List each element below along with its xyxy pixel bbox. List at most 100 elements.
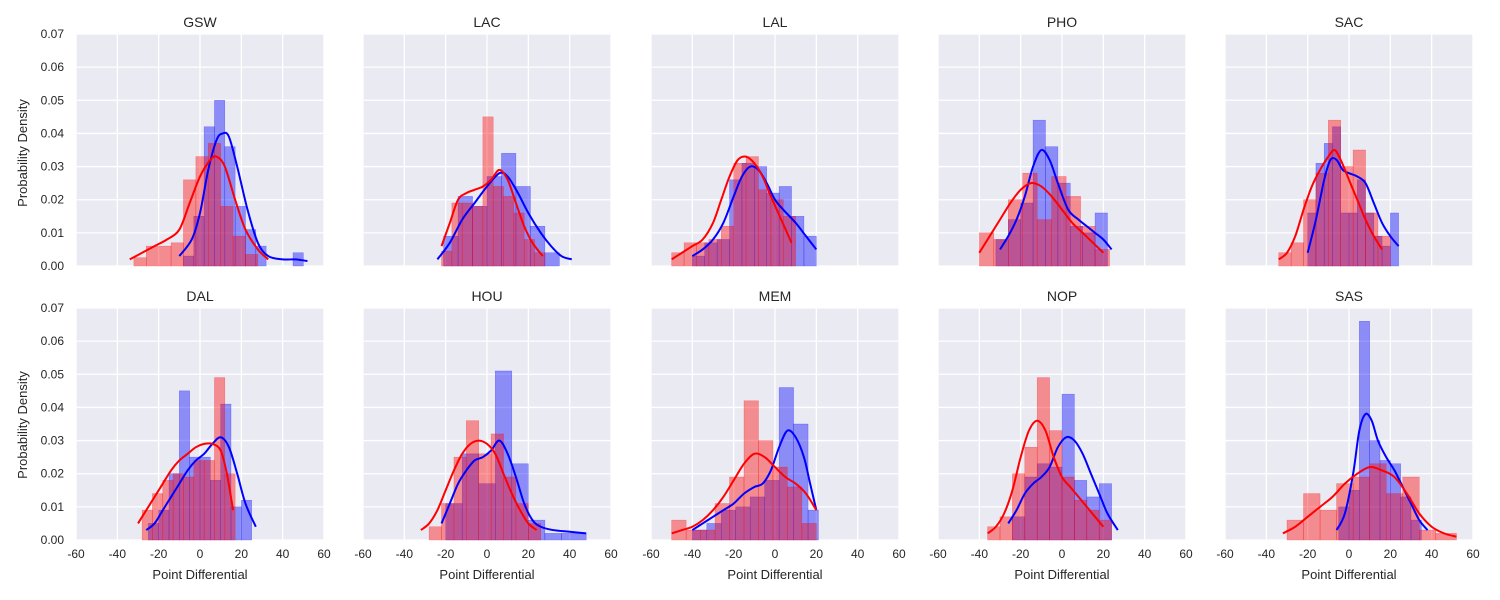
hist-bar-blue [749,496,765,541]
hist-bar-red [478,453,492,541]
x-axis-label: Point Differential [1301,567,1396,582]
hist-bar-blue [1323,143,1333,267]
hist-bar-red [1369,463,1387,541]
hist-bar-blue [1086,496,1100,541]
x-tick-label: -60 [354,547,372,561]
hist-bar-red [1352,476,1370,541]
hist-bar-blue [199,456,211,541]
x-tick-label: 40 [851,547,865,561]
x-tick-label: 60 [317,547,331,561]
panel-pho: PHO [937,14,1187,267]
hist-bar-blue [561,533,587,541]
x-tick-label: -40 [971,547,989,561]
hist-bar-red [193,460,205,541]
x-tick-label: -40 [1258,547,1276,561]
hist-bar-blue [210,480,221,541]
hist-bar-blue [1315,163,1325,267]
hist-bar-red [1094,249,1110,267]
hist-bar-blue [741,163,755,267]
hist-bar-blue [179,390,190,541]
x-tick-label: -60 [929,547,947,561]
hist-bar-red [1319,509,1337,541]
hist-bar-red [170,242,184,267]
hist-bar-blue [1049,466,1063,541]
hist-bar-red [133,257,147,267]
x-tick-label: -20 [437,547,455,561]
y-tick-label: 0.04 [41,126,65,140]
hist-bar-red [979,232,995,267]
hist-bar-red [801,523,817,541]
x-tick-label: 40 [563,547,577,561]
hist-bar-red [721,225,734,267]
hist-bar-red [758,440,774,541]
hist-bar-red [993,239,1009,267]
hist-bar-blue [1061,393,1075,541]
hist-bar-red [1286,519,1304,541]
kde-line-red [986,419,1105,535]
hist-bar-blue [778,387,794,541]
hist-bar-blue [803,235,817,267]
x-axis-label: Point Differential [152,567,247,582]
hist-bar-blue [1369,440,1381,541]
hist-bar-red [1385,493,1403,541]
kde-line-red [978,182,1105,254]
hist-bar-blue [214,100,226,267]
hist-bar-red [1352,149,1366,267]
hist-bar-blue [1024,476,1038,541]
hist-bar-blue [1373,235,1383,267]
panel-mem: MEM -60 -40 -20 0 20 40 60 Point Differential [642,288,906,582]
y-tick-label: 0.04 [41,400,65,414]
panels-group: GSW 0.00 0.01 0.02 0.03 0.04 0.05 0.06 0.07 LAC LA… [41,14,1480,582]
hist-bar-red [787,486,803,541]
hist-bar-red [685,529,701,541]
x-axis-label: Point Differential [727,567,822,582]
kde-line-blue [440,439,587,535]
hist-bar-red [1022,172,1038,267]
hist-bar-red [745,156,759,267]
x-tick-label: 0 [1346,547,1353,561]
panel-lal: LAL [650,14,900,267]
kde-line-blue [999,148,1113,251]
x-tick-label: 20 [1384,547,1398,561]
hist-bar-red [503,476,517,541]
hist-bar-red [245,254,259,267]
kde-line-blue [436,171,573,261]
hist-bar-blue [544,533,562,541]
hist-bar-red [772,466,788,541]
y-tick-label: 0.05 [41,367,65,381]
hist-bar-red [1024,446,1038,541]
kde-line-blue [1335,412,1429,531]
y-tick-label: 0.00 [41,533,65,547]
y-tick-label: 0.01 [41,500,65,514]
hist-bar-blue [1094,212,1108,267]
x-tick-label: 20 [235,547,249,561]
hist-bar-red [1377,235,1391,267]
x-axis-label: Point Differential [1014,567,1109,582]
x-tick-label: 60 [1466,547,1480,561]
hist-bar-blue [692,255,705,267]
hist-bar-blue [478,483,496,541]
hist-bar-red [172,473,184,541]
hist-bar-red [1051,176,1067,267]
x-tick-label: 60 [1179,547,1193,561]
hist-bar-blue [1379,460,1391,541]
hist-bar-red [783,216,796,267]
hist-bar-blue [1332,126,1341,267]
y-tick-label: 0.06 [41,334,65,348]
hist-bar-blue [1338,506,1350,541]
y-tick-label: 0.00 [41,259,65,273]
hist-bar-red [534,252,546,267]
x-tick-label: 0 [197,547,204,561]
x-tick-label: -20 [1299,547,1317,561]
panel-gsw: GSW 0.00 0.01 0.02 0.03 0.04 0.05 0.06 0.07 [41,14,325,273]
hist-bar-blue [706,523,722,541]
hist-bar-red [146,245,172,267]
hist-bar-blue [544,252,560,267]
x-tick-label: 20 [522,547,536,561]
panel-title: SAS [1335,288,1363,304]
hist-bar-red [490,433,504,541]
panel-title: LAC [473,14,500,30]
kde-line-red [1282,466,1457,538]
hist-bar-blue [1012,516,1026,541]
hist-bar-red [232,235,246,267]
